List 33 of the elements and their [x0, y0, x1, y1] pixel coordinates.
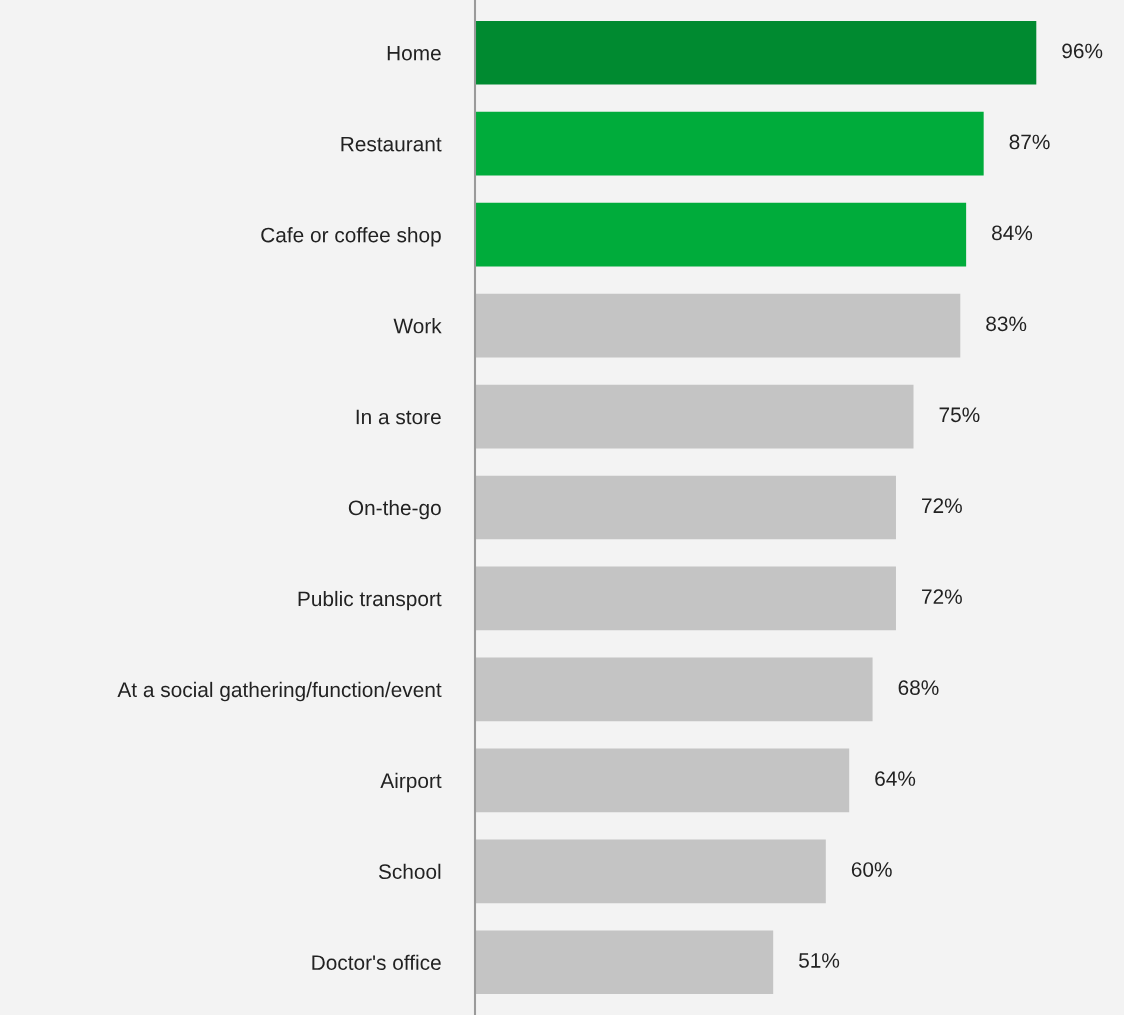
data-label: 84% [992, 225, 1033, 241]
y-tick-label: School [378, 863, 441, 880]
y-tick-label: Cafe or coffee shop [261, 227, 441, 247]
bar [475, 930, 774, 995]
data-label: 75% [939, 407, 980, 423]
y-tick-label: On-the-go [348, 499, 441, 520]
bar [475, 384, 914, 449]
bar [475, 20, 1037, 85]
bar [475, 293, 961, 358]
y-tick-label: Work [393, 318, 442, 334]
y-tick-label: Public transport [298, 590, 442, 611]
data-label: 83% [986, 316, 1027, 332]
data-label: 72% [922, 498, 962, 514]
bar [475, 657, 873, 722]
bar [475, 566, 896, 631]
data-label: 68% [898, 680, 939, 695]
data-label: 72% [922, 589, 962, 604]
y-tick-label: Doctor's office [312, 954, 441, 970]
y-tick-label: Home [387, 45, 441, 61]
bar [475, 475, 896, 540]
y-tick-label: At a social gathering/function/event [117, 681, 442, 702]
bar [475, 748, 850, 813]
bar [475, 839, 826, 904]
bar [475, 111, 984, 176]
data-label: 60% [851, 862, 892, 877]
y-tick-label: Restaurant [341, 136, 442, 152]
data-label: 51% [799, 953, 840, 968]
data-label: 87% [1009, 134, 1050, 150]
data-label: 64% [875, 771, 916, 786]
y-tick-label: In a store [356, 409, 441, 425]
y-tick-label: Airport [380, 772, 442, 793]
data-label: 96% [1062, 43, 1103, 59]
bar [475, 202, 967, 267]
